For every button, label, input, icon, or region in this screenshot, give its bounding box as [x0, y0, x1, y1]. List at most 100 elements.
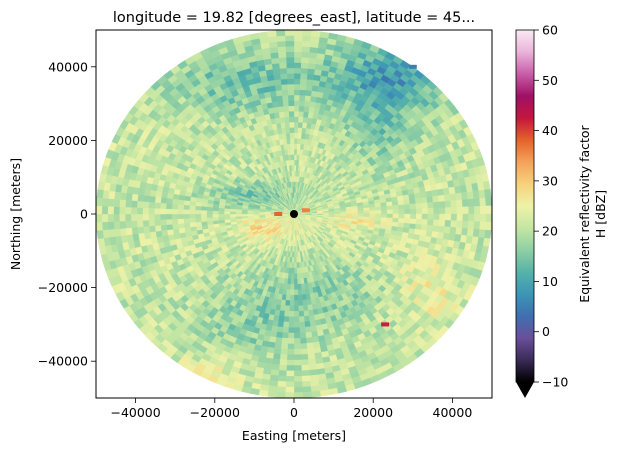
- reflectivity-cell: [485, 221, 492, 231]
- reflectivity-cell: [293, 370, 303, 377]
- reflectivity-cell: [258, 213, 266, 216]
- reflectivity-cell: [293, 30, 304, 36]
- reflectivity-cell: [301, 364, 310, 372]
- reflectivity-cell: [479, 221, 487, 231]
- reflectivity-cell: [380, 217, 388, 223]
- reflectivity-cell: [298, 116, 304, 123]
- reflectivity-cell: [288, 316, 295, 323]
- reflectivity-cell: [293, 257, 297, 263]
- reflectivity-cell: [281, 83, 289, 91]
- reflectivity-cell: [363, 210, 370, 215]
- reflectivity-cell: [272, 353, 281, 360]
- reflectivity-cell: [159, 208, 167, 215]
- reflectivity-cell: [195, 221, 202, 227]
- reflectivity-cell: [443, 194, 451, 202]
- reflectivity-cell: [287, 89, 295, 96]
- reflectivity-cell: [252, 213, 260, 216]
- reflectivity-cell: [479, 213, 487, 223]
- reflectivity-cell: [284, 305, 290, 312]
- chart-title: longitude = 19.82 [degrees_east], latitu…: [113, 10, 475, 26]
- reflectivity-cell: [194, 205, 202, 211]
- reflectivity-cell: [287, 332, 295, 339]
- reflectivity-cell: [188, 209, 196, 215]
- x-axis-label: Easting [meters]: [242, 428, 346, 443]
- x-tick-label: 20000: [353, 405, 393, 420]
- reflectivity-cell: [293, 294, 299, 301]
- reflectivity-cell: [414, 197, 422, 205]
- reflectivity-cell: [297, 121, 304, 129]
- reflectivity-cell: [277, 40, 287, 48]
- reflectivity-cell: [124, 206, 132, 215]
- reflectivity-cell: [392, 217, 399, 223]
- reflectivity-cell: [171, 213, 178, 220]
- reflectivity-cell: [298, 316, 305, 323]
- reflectivity-cell: [386, 213, 394, 219]
- reflectivity-cell: [292, 186, 295, 193]
- reflectivity-cell: [369, 213, 376, 218]
- reflectivity-cell: [286, 138, 291, 145]
- reflectivity-cell: [415, 213, 423, 220]
- reflectivity-cell: [375, 210, 382, 215]
- reflectivity-cell: [285, 127, 291, 134]
- colorbar-tick-label: 50: [542, 73, 558, 88]
- reflectivity-cell: [107, 205, 114, 215]
- reflectivity-cell: [280, 348, 288, 355]
- reflectivity-cell: [307, 353, 316, 360]
- reflectivity-cell: [289, 121, 295, 128]
- colorbar-extend-triangle: [516, 382, 534, 398]
- reflectivity-field: [96, 30, 492, 398]
- reflectivity-cell: [286, 365, 295, 372]
- reflectivity-cell: [293, 305, 299, 312]
- reflectivity-cell: [290, 143, 295, 150]
- reflectivity-cell: [136, 220, 144, 228]
- reflectivity-cell: [438, 225, 446, 234]
- reflectivity-cell: [302, 391, 312, 398]
- reflectivity-cell: [380, 205, 388, 211]
- reflectivity-cell: [171, 223, 179, 230]
- reflectivity-cell: [96, 229, 104, 239]
- reflectivity-cell: [271, 57, 280, 65]
- reflectivity-cell: [462, 213, 469, 222]
- reflectivity-cell: [293, 359, 302, 366]
- reflectivity-cell: [184, 226, 192, 233]
- reflectivity-cell: [288, 110, 295, 117]
- reflectivity-cell: [410, 208, 417, 215]
- reflectivity-cell: [293, 51, 303, 58]
- reflectivity-cell: [461, 220, 469, 229]
- reflectivity-cell: [276, 391, 286, 398]
- reflectivity-cell: [235, 213, 242, 217]
- reflectivity-cell: [468, 213, 475, 222]
- colorbar-label-line2: H [dBZ]: [593, 190, 608, 238]
- reflectivity-cell: [177, 213, 184, 220]
- reflectivity-cell: [280, 73, 288, 80]
- reflectivity-cell: [304, 321, 311, 328]
- reflectivity-cell: [148, 213, 155, 221]
- reflectivity-cell: [410, 213, 417, 220]
- reflectivity-cell: [212, 210, 219, 215]
- reflectivity-cell: [97, 180, 106, 191]
- reflectivity-cell: [293, 375, 303, 383]
- reflectivity-cell: [305, 89, 313, 97]
- reflectivity-cell: [290, 148, 295, 155]
- reflectivity-cell: [293, 267, 298, 274]
- reflectivity-cell: [293, 386, 303, 393]
- reflectivity-cell: [194, 217, 202, 223]
- reflectivity-cell: [299, 94, 306, 102]
- reflectivity-cell: [293, 316, 300, 323]
- reflectivity-cell: [282, 321, 290, 328]
- reflectivity-cell: [300, 73, 308, 80]
- reflectivity-cell: [409, 218, 417, 225]
- reflectivity-cell: [392, 205, 399, 211]
- reflectivity-cell: [278, 364, 287, 372]
- x-tick-label: 0: [290, 405, 298, 420]
- reflectivity-cell: [218, 216, 225, 221]
- reflectivity-cell: [293, 40, 303, 47]
- reflectivity-cell: [319, 389, 330, 397]
- reflectivity-cell: [291, 165, 295, 171]
- reflectivity-cell: [302, 386, 312, 393]
- reflectivity-cell: [271, 358, 281, 366]
- reflectivity-cell: [403, 199, 411, 206]
- x-tick-label: 40000: [433, 405, 473, 420]
- reflectivity-cell: [293, 127, 299, 134]
- reflectivity-cell: [322, 212, 330, 215]
